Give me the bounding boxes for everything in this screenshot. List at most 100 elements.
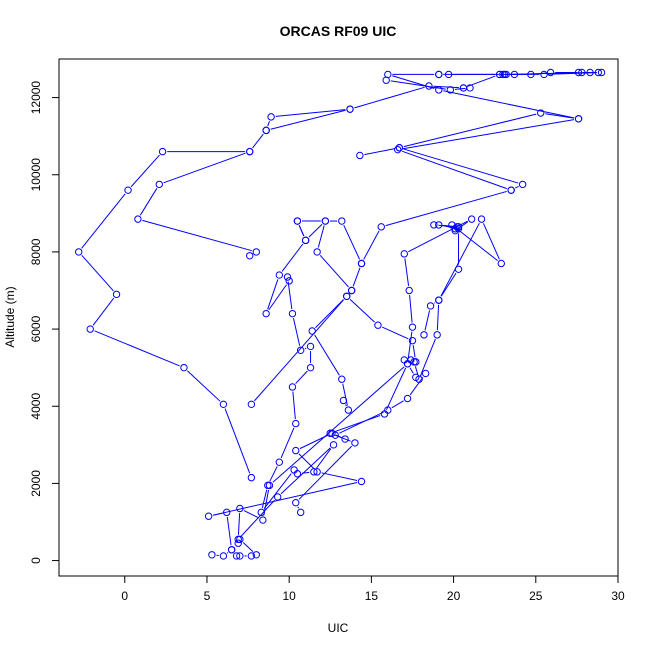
series-segment [482, 223, 500, 260]
series-segment [314, 334, 340, 376]
data-point [232, 552, 241, 560]
data-point [227, 546, 236, 554]
series-segment [139, 188, 158, 216]
data-point [234, 539, 242, 547]
series-segment [345, 404, 347, 407]
data-point [262, 309, 270, 318]
data-point [296, 508, 305, 517]
data-point [341, 435, 349, 443]
series-segment [409, 367, 414, 374]
x-axis: 0 5 10 15 20 25 30 [121, 575, 625, 603]
data-point [75, 248, 83, 256]
series-segment [272, 366, 405, 483]
data-point [273, 493, 282, 501]
x-tick-label: 5 [204, 589, 211, 603]
series-segment [404, 258, 410, 287]
x-axis-label: UIC [328, 621, 349, 635]
series-segment [243, 510, 259, 519]
series-segment [535, 72, 547, 75]
y-axis-label: Altitude (m) [3, 286, 17, 347]
data-point [262, 126, 270, 135]
series-segment [261, 489, 268, 508]
series-segment [321, 472, 358, 481]
series-segment [419, 374, 422, 377]
data-point [497, 259, 505, 268]
series-segment [403, 113, 537, 148]
data-series [134, 147, 260, 260]
data-series [395, 109, 583, 152]
data-point [301, 236, 310, 245]
data-point [408, 336, 417, 345]
series-segment [275, 109, 346, 117]
data-point [597, 68, 606, 77]
series-segment [298, 225, 305, 237]
data-point [502, 70, 510, 79]
data-point [527, 70, 535, 79]
series-segment [385, 367, 407, 410]
data-point [155, 180, 163, 189]
y-tick-label: 10000 [29, 158, 43, 192]
data-point [346, 105, 354, 113]
data-point [124, 186, 132, 194]
data-point [537, 109, 545, 117]
data-point [247, 400, 256, 409]
data-point [236, 504, 244, 513]
series-segment [316, 448, 332, 469]
plot-layer [75, 68, 606, 560]
series-segment [409, 376, 424, 396]
data-point [444, 70, 453, 79]
series-segment [186, 370, 221, 402]
series-segment [292, 318, 301, 346]
data-point [267, 113, 275, 121]
data-point [393, 145, 402, 154]
data-point [86, 325, 94, 333]
series-segment [440, 272, 457, 297]
data-point [219, 552, 228, 560]
series-segment [440, 222, 480, 297]
data-point [448, 221, 456, 229]
series-segment [287, 281, 293, 310]
data-point [257, 508, 265, 517]
data-point [329, 441, 338, 449]
series-segment [407, 331, 413, 360]
data-point [259, 516, 267, 524]
series-segment [280, 427, 295, 459]
x-tick-label: 10 [282, 589, 296, 603]
data-point [507, 186, 515, 194]
data-point [403, 360, 412, 368]
data-point [293, 217, 302, 225]
data-point [223, 508, 231, 517]
x-tick-label: 0 [121, 589, 128, 603]
series-segment [212, 482, 358, 516]
series-segment [467, 75, 496, 87]
data-point [426, 302, 435, 310]
data-point [374, 321, 382, 329]
x-tick-label: 30 [611, 589, 625, 603]
series-segment [436, 304, 440, 331]
data-point [405, 286, 413, 295]
series-segment [352, 267, 361, 287]
data-point [421, 369, 430, 378]
data-point [306, 363, 315, 372]
data-point [247, 473, 256, 482]
data-point [357, 259, 366, 268]
series-segment [390, 80, 446, 90]
data-point [380, 410, 389, 418]
data-point [290, 466, 298, 474]
series-segment [414, 366, 419, 375]
data-point [459, 84, 468, 92]
series-segment [308, 223, 323, 238]
series-segment [403, 148, 519, 184]
chart-title: ORCAS RF09 UIC [280, 23, 397, 39]
data-point [246, 252, 254, 260]
series-segment [163, 152, 246, 184]
series-segment [317, 225, 325, 248]
data-point [518, 180, 527, 189]
series-segment [443, 90, 575, 119]
series-segment [226, 516, 232, 546]
data-point [420, 331, 428, 339]
data-point [252, 248, 260, 256]
x-tick-label: 15 [365, 589, 379, 603]
series-segment [364, 148, 395, 156]
data-series [247, 286, 356, 409]
